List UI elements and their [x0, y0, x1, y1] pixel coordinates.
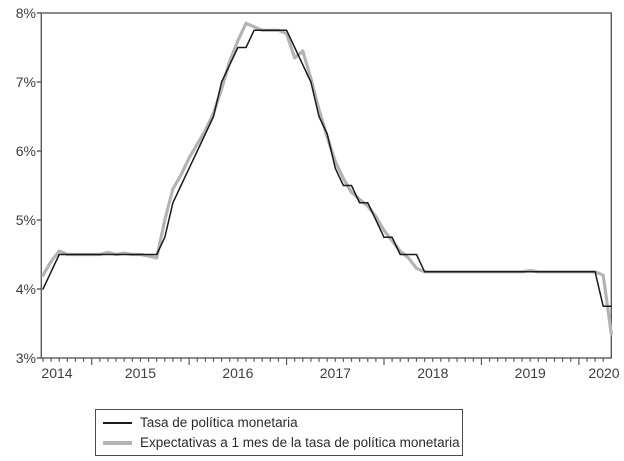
plot-frame — [40, 12, 612, 359]
x-axis-label: 2017 — [319, 365, 351, 381]
legend-item-policy-rate: Tasa de política monetaria — [103, 413, 462, 433]
y-axis-label: 6% — [15, 143, 36, 159]
line-chart-canvas — [36, 12, 613, 365]
legend-gray-line-swatch — [103, 440, 132, 445]
x-axis-label: 2014 — [41, 365, 73, 381]
y-axis-label: 4% — [15, 281, 36, 297]
x-axis-label: 2019 — [514, 365, 546, 381]
y-axis-label: 7% — [15, 74, 36, 90]
expectations-line — [41, 21, 613, 336]
x-axis-label: 2020 — [588, 365, 620, 381]
y-axis-label: 3% — [15, 350, 36, 366]
legend-item-expectations: Expectativas a 1 mes de la tasa de polít… — [103, 433, 462, 453]
x-axis-label: 2015 — [124, 365, 157, 381]
legend-label-policy-rate: Tasa de política monetaria — [140, 415, 298, 430]
policy-rate-line — [42, 29, 613, 308]
y-axis-label: 8% — [15, 5, 36, 21]
legend-black-line-swatch — [103, 421, 132, 424]
x-axis-label: 2016 — [222, 365, 254, 381]
x-axis-label: 2018 — [417, 365, 449, 381]
legend-box: Tasa de política monetaria Expectativas … — [95, 409, 463, 456]
legend-label-expectations: Expectativas a 1 mes de la tasa de polít… — [140, 435, 460, 450]
y-axis-label: 5% — [15, 212, 36, 228]
